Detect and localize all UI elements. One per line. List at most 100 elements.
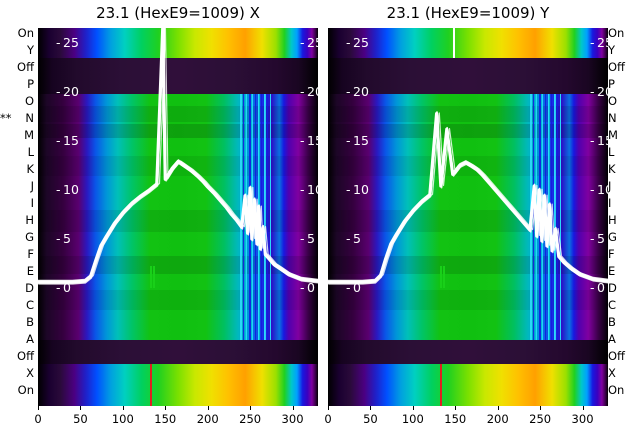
- axis-tick-label: G: [25, 230, 34, 244]
- inner-y-tick-label: -10: [300, 182, 318, 197]
- profile-trace: [328, 111, 608, 284]
- x-axis-tick-label: 250: [529, 412, 552, 426]
- axis-tick-label: E: [608, 264, 616, 278]
- heatmap-panel-x[interactable]: -25 -25 -20 -20 -15 -15 -10 -10 -5 -5 -0 -0: [38, 28, 318, 406]
- profile-trace: [328, 111, 608, 282]
- inner-y-tick-label: -25: [346, 35, 369, 50]
- x-axis-tick: [497, 406, 499, 410]
- x-axis-tick: [250, 406, 252, 410]
- x-axis-tick-label: 50: [363, 412, 378, 426]
- overlay-curve-x: [38, 28, 318, 406]
- inner-y-tick-label: -20: [56, 84, 79, 99]
- x-axis-left: 0 50 100 150 200 250 300: [34, 406, 318, 440]
- x-axis-tick-label: 0: [324, 412, 332, 426]
- heatmap-ripple-line: [239, 94, 242, 340]
- axis-tick-label: L: [608, 145, 615, 159]
- x-axis-tick: [412, 406, 414, 410]
- x-axis-tick-label: 100: [111, 412, 134, 426]
- inner-y-tick-label: -20: [346, 84, 369, 99]
- axis-tick-label: Y: [608, 43, 616, 57]
- axis-tick-label: I: [30, 196, 34, 210]
- heatmap-event-marker: [153, 266, 156, 288]
- heatmap-band-top: [38, 28, 318, 58]
- inner-y-tick-label: -15: [590, 133, 608, 148]
- inner-y-tick-label: -0: [300, 280, 315, 295]
- heatmap-ripple-line: [553, 94, 555, 340]
- overlay-curve-y: [328, 28, 608, 406]
- axis-tick-label: P: [27, 77, 34, 91]
- axis-tick-label: Off: [608, 60, 625, 74]
- axis-tick-label: A: [608, 332, 616, 346]
- inner-y-tick-label: -15: [346, 133, 369, 148]
- axis-tick-label: On: [608, 383, 625, 397]
- x-axis-tick: [540, 406, 542, 410]
- heatmap-event-marker: [440, 364, 442, 406]
- axis-tick-label: E: [26, 264, 34, 278]
- inner-y-tick-label: -15: [300, 133, 318, 148]
- inner-y-tick-label: -10: [56, 182, 79, 197]
- axis-tick-label: J: [608, 179, 612, 193]
- heatmap-ripple-line: [557, 94, 559, 340]
- axis-tick-label: B: [26, 315, 34, 329]
- x-axis-tick-label: 300: [571, 412, 594, 426]
- heatmap-event-marker: [443, 266, 446, 288]
- heatmap-gap-lower: [328, 340, 608, 364]
- profile-trace: [328, 114, 608, 285]
- axis-tick-label: N: [608, 111, 617, 125]
- x-axis-tick-label: 250: [239, 412, 262, 426]
- heatmap-event-marker: [150, 266, 152, 288]
- x-axis-tick: [207, 406, 209, 410]
- profile-trace: [38, 28, 318, 284]
- axis-tick-label: Off: [608, 349, 625, 363]
- axis-tick-label: D: [608, 281, 617, 295]
- inner-y-tick-label: -0: [346, 280, 361, 295]
- axis-highlight-marker: **: [0, 111, 12, 125]
- axis-tick-label: F: [27, 247, 34, 261]
- axis-tick-label: F: [608, 247, 615, 261]
- x-axis-tick-label: 100: [401, 412, 424, 426]
- panel-title-right: 23.1 (HexE9=1009) Y: [386, 4, 550, 22]
- panel-title-left: 23.1 (HexE9=1009) X: [96, 4, 260, 22]
- axis-tick-label: X: [608, 366, 616, 380]
- heatmap-ripple-line: [532, 94, 534, 340]
- axis-tick-label: M: [24, 128, 34, 142]
- axis-tick-label: X: [26, 366, 34, 380]
- axis-tick-label: B: [608, 315, 616, 329]
- inner-y-tick-label: -20: [300, 84, 318, 99]
- heatmap-gap-upper: [328, 58, 608, 94]
- heatmap-ripple-line: [269, 94, 271, 340]
- inner-y-tick-label: -25: [300, 35, 318, 50]
- axis-tick-label: I: [608, 196, 612, 210]
- x-axis-tick-label: 150: [154, 412, 177, 426]
- inner-y-tick-label: -25: [590, 35, 608, 50]
- heatmap-event-marker: [440, 266, 442, 288]
- axis-tick-label: G: [608, 230, 617, 244]
- inner-y-tick-label: -0: [590, 280, 605, 295]
- x-axis-tick: [455, 406, 457, 410]
- heatmap-ripple-line: [270, 94, 272, 340]
- heatmap-ripple-line: [263, 94, 265, 340]
- x-axis-tick-label: 300: [281, 412, 304, 426]
- x-axis-tick: [80, 406, 82, 410]
- profile-trace: [40, 28, 318, 283]
- axis-tick-label: O: [24, 94, 34, 108]
- x-axis-tick: [38, 406, 39, 410]
- heatmap-panel-y[interactable]: -25 -25 -20 -20 -15 -15 -10 -10 -5 -5 -0 -0: [328, 28, 608, 406]
- x-axis-tick-label: 200: [486, 412, 509, 426]
- heatmap-ripple-line: [560, 94, 562, 340]
- profile-trace: [38, 29, 318, 285]
- axis-tick-label: L: [27, 145, 34, 159]
- inner-y-tick-label: -10: [590, 182, 608, 197]
- heatmap-band-bottom: [328, 364, 608, 406]
- heatmap-event-marker: [150, 364, 152, 406]
- inner-y-tick-label: -15: [56, 133, 79, 148]
- axis-tick-label: J: [30, 179, 34, 193]
- heatmap-gap-upper: [38, 58, 318, 94]
- heatmap-ripple-line: [554, 94, 557, 340]
- inner-y-tick-label: -5: [346, 231, 361, 246]
- x-axis-tick-label: 0: [34, 412, 42, 426]
- axis-tick-label: C: [608, 298, 617, 312]
- x-axis-tick: [165, 406, 167, 410]
- heatmap-ripple-line: [267, 94, 269, 340]
